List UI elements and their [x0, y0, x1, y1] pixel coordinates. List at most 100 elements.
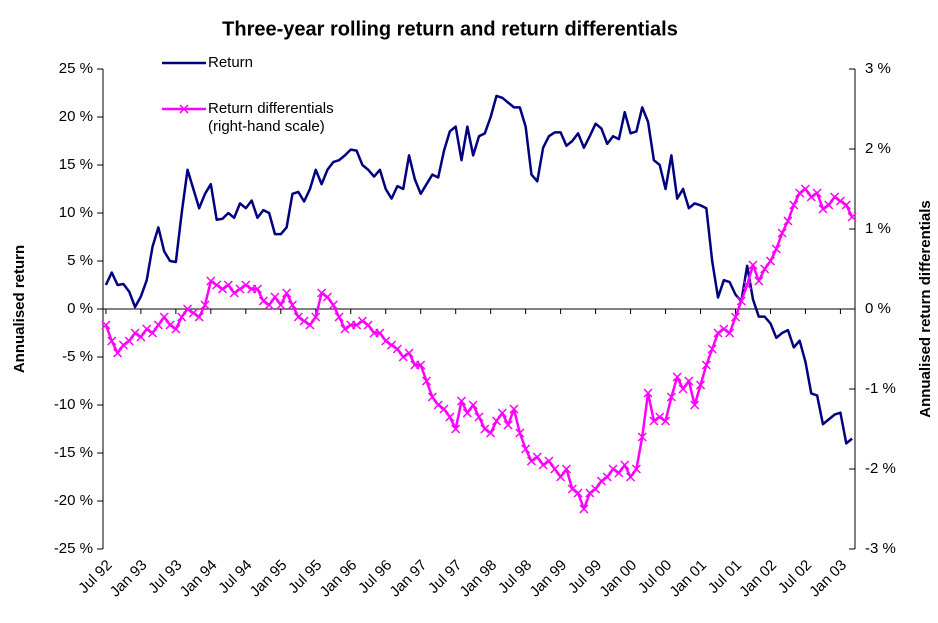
series-marker — [777, 228, 787, 238]
legend-label: Return — [208, 54, 254, 71]
series-marker — [550, 464, 560, 474]
series-marker — [445, 412, 455, 422]
series-marker — [118, 340, 128, 350]
series-marker — [200, 300, 210, 310]
series-marker — [486, 428, 496, 438]
series-marker — [392, 344, 402, 354]
series-marker — [130, 328, 140, 338]
series-marker — [742, 280, 752, 290]
series-marker — [631, 464, 641, 474]
y-tick-label: -5 % — [62, 348, 93, 365]
series-marker — [591, 484, 601, 494]
series-marker — [299, 316, 309, 326]
series-marker — [387, 340, 397, 350]
series-marker — [270, 292, 280, 302]
y-tick-label: 5 % — [67, 252, 93, 269]
x-tick-label: Jan 95 — [247, 557, 291, 601]
y2-tick-label: 0 % — [865, 300, 891, 317]
series-marker — [835, 196, 845, 206]
series-marker — [497, 408, 507, 418]
series-marker — [841, 200, 851, 210]
series-marker — [433, 400, 443, 410]
series-marker — [771, 244, 781, 254]
series-marker — [754, 276, 764, 286]
y2-tick-label: -2 % — [865, 460, 896, 477]
series-marker — [474, 412, 484, 422]
series-marker — [468, 400, 478, 410]
series-marker — [602, 472, 612, 482]
series-marker — [596, 476, 606, 486]
series-marker — [666, 392, 676, 402]
series-marker — [398, 352, 408, 362]
series-marker — [649, 416, 659, 426]
y2-tick-label: 3 % — [865, 60, 891, 77]
series-marker — [561, 464, 571, 474]
series-marker — [748, 260, 758, 270]
series-marker — [661, 416, 671, 426]
y2-tick-label: -1 % — [865, 380, 896, 397]
y2-axis-title: Annualised return differentials — [917, 200, 934, 418]
x-tick-label: Jan 00 — [596, 557, 640, 601]
series-marker — [113, 348, 123, 358]
series-marker — [287, 300, 297, 310]
series-marker — [655, 412, 665, 422]
y-tick-label: -25 % — [54, 540, 93, 557]
series-marker — [521, 444, 531, 454]
series-marker — [217, 284, 228, 294]
series-marker — [491, 416, 502, 426]
y2-tick-label: 1 % — [865, 220, 891, 237]
x-tick-label: Jan 03 — [806, 557, 850, 601]
series-marker — [684, 376, 694, 386]
y-tick-label: 10 % — [59, 204, 93, 221]
series-marker — [509, 404, 519, 414]
series-marker — [142, 324, 152, 334]
series-marker — [223, 280, 233, 290]
series-marker — [585, 488, 595, 498]
series-marker — [765, 256, 776, 266]
legend-swatch — [162, 61, 206, 65]
series-marker — [672, 372, 682, 382]
series-marker — [352, 320, 362, 330]
series-marker — [462, 408, 472, 418]
series-marker — [678, 384, 688, 394]
series-marker — [643, 388, 653, 398]
series-marker — [451, 424, 461, 434]
series-marker — [824, 200, 834, 210]
legend: Return Return differentials (right-hand s… — [160, 54, 380, 144]
series-marker — [503, 420, 513, 430]
series-marker — [422, 376, 432, 386]
series-marker — [107, 336, 117, 346]
series-marker — [795, 188, 805, 198]
series-marker — [171, 324, 181, 334]
series-marker — [159, 312, 169, 322]
x-tick-label: Jan 98 — [456, 557, 500, 601]
series-marker — [177, 312, 187, 322]
y-tick-label: 20 % — [59, 108, 93, 125]
series-marker — [416, 360, 426, 370]
series-marker — [212, 280, 222, 290]
series-marker — [305, 320, 315, 330]
series-marker — [188, 308, 198, 318]
x-tick-label: Jan 97 — [386, 557, 430, 601]
series-marker — [806, 192, 816, 202]
series-marker — [328, 300, 338, 310]
series-marker — [614, 468, 624, 478]
series-marker — [725, 328, 735, 338]
series-marker — [526, 456, 536, 466]
series-line — [104, 94, 853, 445]
series-marker — [736, 296, 746, 306]
series-marker — [818, 204, 828, 214]
series-marker — [381, 336, 391, 346]
series-marker — [136, 332, 146, 342]
series-marker — [375, 328, 385, 338]
series-marker — [847, 212, 857, 222]
chart-title: Three-year rolling return and return dif… — [222, 18, 678, 40]
series-marker — [363, 320, 373, 330]
series-marker — [695, 380, 706, 390]
x-tick-label: Jan 99 — [526, 557, 570, 601]
x-tick-label: Jan 93 — [107, 557, 151, 601]
series-marker — [194, 312, 204, 322]
series-marker — [357, 316, 367, 326]
